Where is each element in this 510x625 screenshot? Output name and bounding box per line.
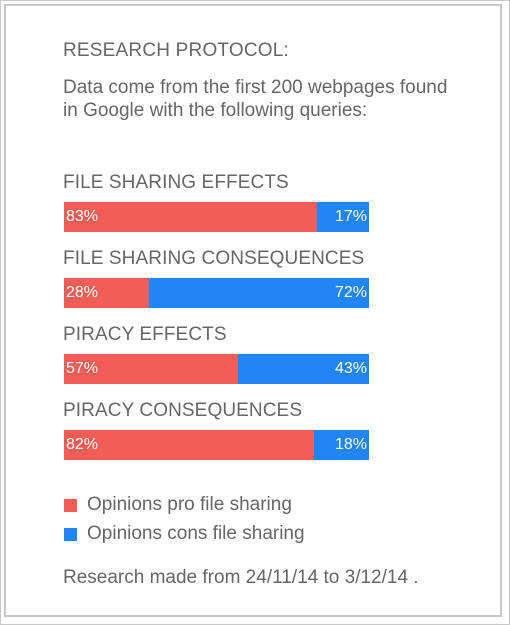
research-dates-footer: Research made from 24/11/14 to 3/12/14 . bbox=[63, 567, 419, 588]
intro-text: Data come from the first 200 webpages fo… bbox=[63, 77, 448, 121]
page-title: RESEARCH PROTOCOL: bbox=[63, 40, 290, 61]
bar-segment-cons: 43% bbox=[237, 354, 369, 384]
legend-swatch bbox=[64, 498, 77, 512]
bar-value-label: 28% bbox=[66, 284, 99, 301]
legend-item: Opinions pro file sharing bbox=[64, 494, 292, 516]
stacked-bar: 82% 18% bbox=[64, 430, 369, 460]
legend-label: Opinions cons file sharing bbox=[87, 523, 305, 544]
bar-segment-pro: 82% bbox=[64, 430, 315, 460]
bar-value-label: 82% bbox=[66, 436, 99, 453]
stacked-bar: 83% 17% bbox=[64, 202, 369, 232]
stacked-bar: 57% 43% bbox=[64, 354, 369, 384]
bar-value-label: 43% bbox=[334, 360, 367, 377]
bar-value-label: 17% bbox=[334, 208, 367, 225]
bar-value-label: 72% bbox=[334, 284, 367, 301]
stacked-bar: 28% 72% bbox=[64, 278, 369, 308]
bar-category-label: PIRACY EFFECTS bbox=[63, 324, 227, 345]
inner-frame bbox=[4, 4, 502, 617]
bar-segment-pro: 83% bbox=[64, 202, 318, 232]
bar-category-label: FILE SHARING CONSEQUENCES bbox=[63, 248, 365, 269]
bar-segment-cons: 18% bbox=[314, 430, 369, 460]
bar-segment-pro: 28% bbox=[64, 278, 150, 308]
bar-segment-cons: 17% bbox=[317, 202, 369, 232]
bar-value-label: 57% bbox=[66, 360, 99, 377]
legend-label: Opinions pro file sharing bbox=[87, 494, 292, 515]
bar-segment-pro: 57% bbox=[64, 354, 238, 384]
legend-swatch bbox=[64, 527, 77, 541]
bar-value-label: 83% bbox=[66, 208, 99, 225]
bar-value-label: 18% bbox=[334, 436, 367, 453]
bar-segment-cons: 72% bbox=[149, 278, 369, 308]
legend-item: Opinions cons file sharing bbox=[64, 523, 305, 545]
bar-category-label: PIRACY CONSEQUENCES bbox=[63, 400, 303, 421]
bar-category-label: FILE SHARING EFFECTS bbox=[63, 172, 289, 193]
